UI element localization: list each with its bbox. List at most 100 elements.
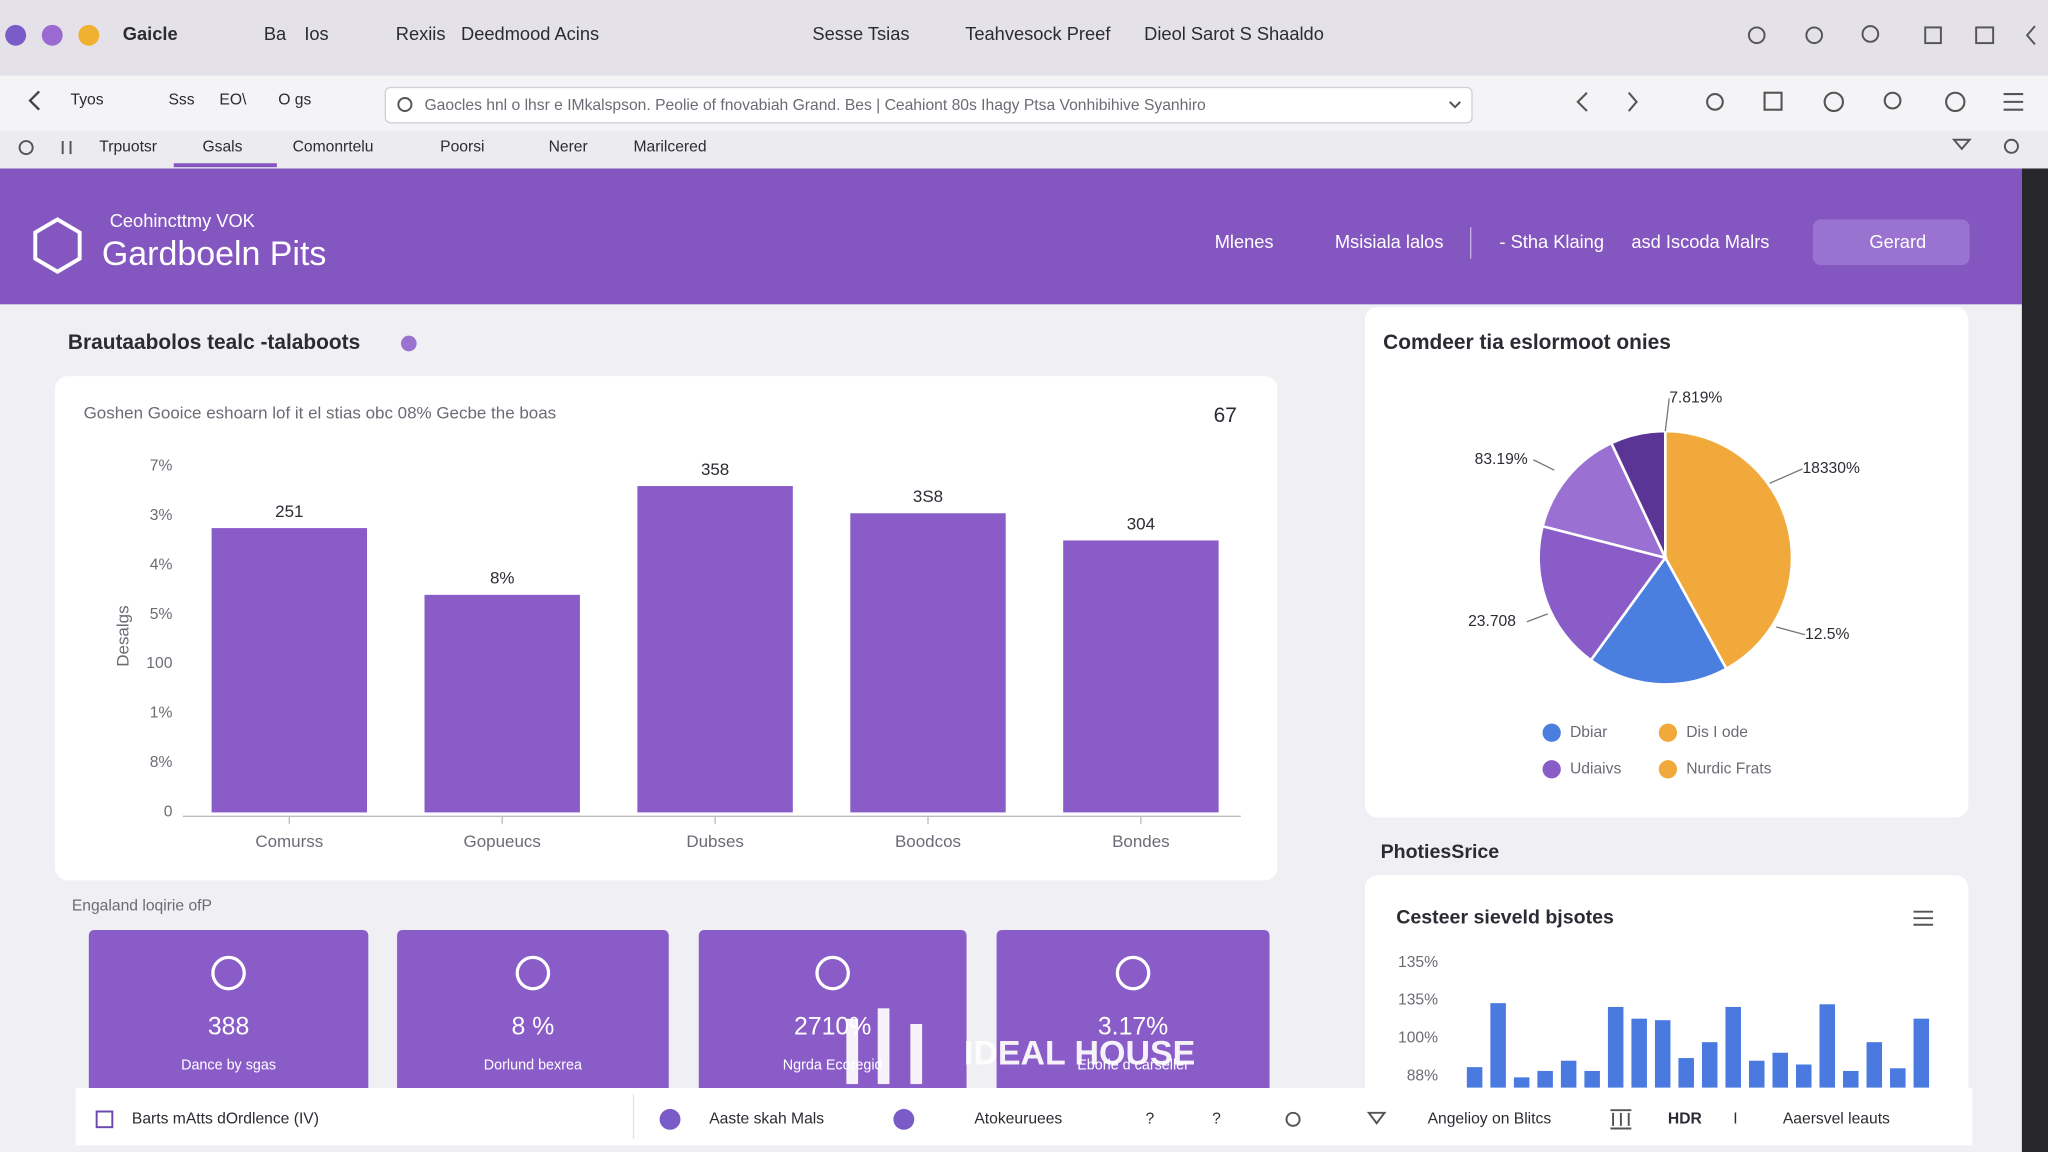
icon[interactable] <box>2003 92 2024 111</box>
icon[interactable] <box>1805 26 1824 45</box>
bar <box>1748 1060 1765 1088</box>
histogram-title: Cesteer sieveld bjsotes <box>1396 906 1614 928</box>
footer-item[interactable]: Barts mAtts dOrdlence (IV) <box>132 1110 319 1127</box>
nav-link[interactable]: - Stha Klaing <box>1499 231 1604 252</box>
window-tab[interactable]: Deedmood Acins <box>461 23 599 44</box>
footer-icon[interactable] <box>1285 1111 1301 1127</box>
leader-line <box>1776 626 1806 636</box>
x-tick-label: Bondes <box>1112 832 1170 851</box>
window-tab[interactable]: Ba <box>264 23 287 44</box>
page-tab[interactable]: Nerer <box>549 139 588 156</box>
legend-label: Udiaivs <box>1570 760 1622 777</box>
menu-icon[interactable] <box>1913 910 1934 926</box>
histogram-card <box>1364 875 1969 1104</box>
info-dot[interactable] <box>400 335 417 352</box>
bar <box>1772 1052 1789 1088</box>
kpi-card <box>996 929 1270 1098</box>
title-bar <box>0 0 2048 76</box>
kpi-icon <box>515 955 551 991</box>
bar <box>1701 1042 1718 1088</box>
icon[interactable] <box>2025 25 2036 46</box>
window-tab[interactable]: Teahvesock Preef <box>965 23 1111 44</box>
footer-item[interactable]: HDR <box>1668 1110 1702 1127</box>
footer-item[interactable]: I <box>1733 1110 1737 1127</box>
app-icon[interactable] <box>41 24 63 46</box>
bar <box>1913 1018 1930 1088</box>
leader-line <box>1533 459 1555 471</box>
icon[interactable] <box>1576 91 1588 112</box>
app-icon[interactable] <box>78 24 100 46</box>
window-tab[interactable]: Gaicle <box>123 23 178 44</box>
footer-icon[interactable] <box>1610 1109 1632 1130</box>
window-tab[interactable]: Rexiis <box>396 23 446 44</box>
section-title: Brautaabolos tealc -talaboots <box>68 331 360 354</box>
page-tab[interactable]: Trpuotsr <box>99 139 157 156</box>
icon[interactable] <box>1883 91 1902 110</box>
bar <box>1490 1003 1506 1088</box>
toolbar-item[interactable]: Sss <box>168 92 194 109</box>
page-tab[interactable]: Poorsi <box>440 139 484 156</box>
y-tick-label: 1% <box>150 705 173 722</box>
footer-item[interactable]: Atokeuruees <box>974 1110 1062 1127</box>
footer-item[interactable]: ? <box>1212 1110 1221 1127</box>
bar <box>1631 1018 1647 1088</box>
icon[interactable] <box>1823 91 1844 113</box>
footer-item[interactable]: Aaste skah Mals <box>709 1110 824 1127</box>
kpi-value: 8 % <box>512 1013 555 1040</box>
icon[interactable] <box>1975 26 1995 45</box>
icon[interactable] <box>1924 26 1942 45</box>
legend-label: Dbiar <box>1570 724 1607 741</box>
footer-item[interactable]: Aaersvel leauts <box>1783 1110 1890 1127</box>
footer-icon[interactable] <box>659 1108 681 1130</box>
icon[interactable] <box>1627 92 1638 112</box>
window-tab[interactable]: Sesse Tsias <box>812 23 909 44</box>
kpi-card <box>88 929 369 1098</box>
leader-line <box>1769 468 1803 484</box>
kpi-card <box>397 929 669 1098</box>
app-icon[interactable] <box>5 24 27 46</box>
toolbar-item[interactable]: O gs <box>278 92 311 109</box>
footer-icon[interactable] <box>1366 1111 1387 1125</box>
address-bar[interactable] <box>384 86 1473 124</box>
toolbar-item[interactable]: Tyos <box>71 92 104 109</box>
nav-link[interactable]: Msisiala lalos <box>1335 231 1444 252</box>
back-button[interactable] <box>28 90 41 111</box>
x-tick-label: Boodcos <box>895 832 961 851</box>
footer-item[interactable]: ? <box>1145 1110 1154 1127</box>
header-kicker: Ceohincttmy VOK <box>110 210 255 231</box>
icon[interactable] <box>1945 91 1966 113</box>
header-button[interactable] <box>1812 219 1970 266</box>
footer-icon[interactable] <box>95 1110 114 1129</box>
bar-annotation: 304 <box>1127 514 1155 533</box>
legend-label: Dis I ode <box>1686 724 1748 741</box>
header-button-label: Gerard <box>1869 231 1926 252</box>
icon[interactable] <box>2003 138 2019 154</box>
window-tab[interactable]: Dieol Sarot S Shaaldo <box>1144 23 1324 44</box>
icon[interactable] <box>1763 91 1783 111</box>
kpi-cards: 388 Dance by sgas 8 % Dorlund bexrea 2710% Ng… <box>88 929 1270 1098</box>
pie-slice <box>1663 429 1794 671</box>
icon[interactable] <box>1861 25 1880 43</box>
kpi-label: Ngrda Ecoregid <box>783 1058 883 1074</box>
nav-link[interactable]: asd Iscoda Malrs <box>1631 231 1769 252</box>
icon[interactable] <box>1747 26 1766 45</box>
nav-link[interactable]: Mlenes <box>1215 231 1274 252</box>
pie-annotation: 12.5% <box>1805 626 1849 643</box>
dropdown[interactable] <box>1449 101 1461 109</box>
footer-item[interactable]: Angelioy on Blitcs <box>1428 1110 1552 1127</box>
page-tab[interactable]: Gsals <box>202 139 242 156</box>
icon[interactable] <box>1951 138 1972 151</box>
bar <box>1063 540 1219 813</box>
kpi-label: Dance by sgas <box>181 1058 276 1074</box>
window-tab[interactable]: Ios <box>304 23 328 44</box>
icon[interactable] <box>1706 92 1724 111</box>
icon[interactable] <box>61 141 72 155</box>
page-tab[interactable]: Comonrtelu <box>293 139 374 156</box>
footer-icon[interactable] <box>893 1108 915 1130</box>
y-tick-label: 0 <box>164 804 173 821</box>
toolbar-item[interactable]: EO\ <box>219 92 247 109</box>
pie-slice <box>1609 429 1667 559</box>
watermark-logo <box>910 1024 923 1085</box>
icon[interactable] <box>18 140 34 156</box>
page-tab[interactable]: Marilcered <box>633 139 706 156</box>
